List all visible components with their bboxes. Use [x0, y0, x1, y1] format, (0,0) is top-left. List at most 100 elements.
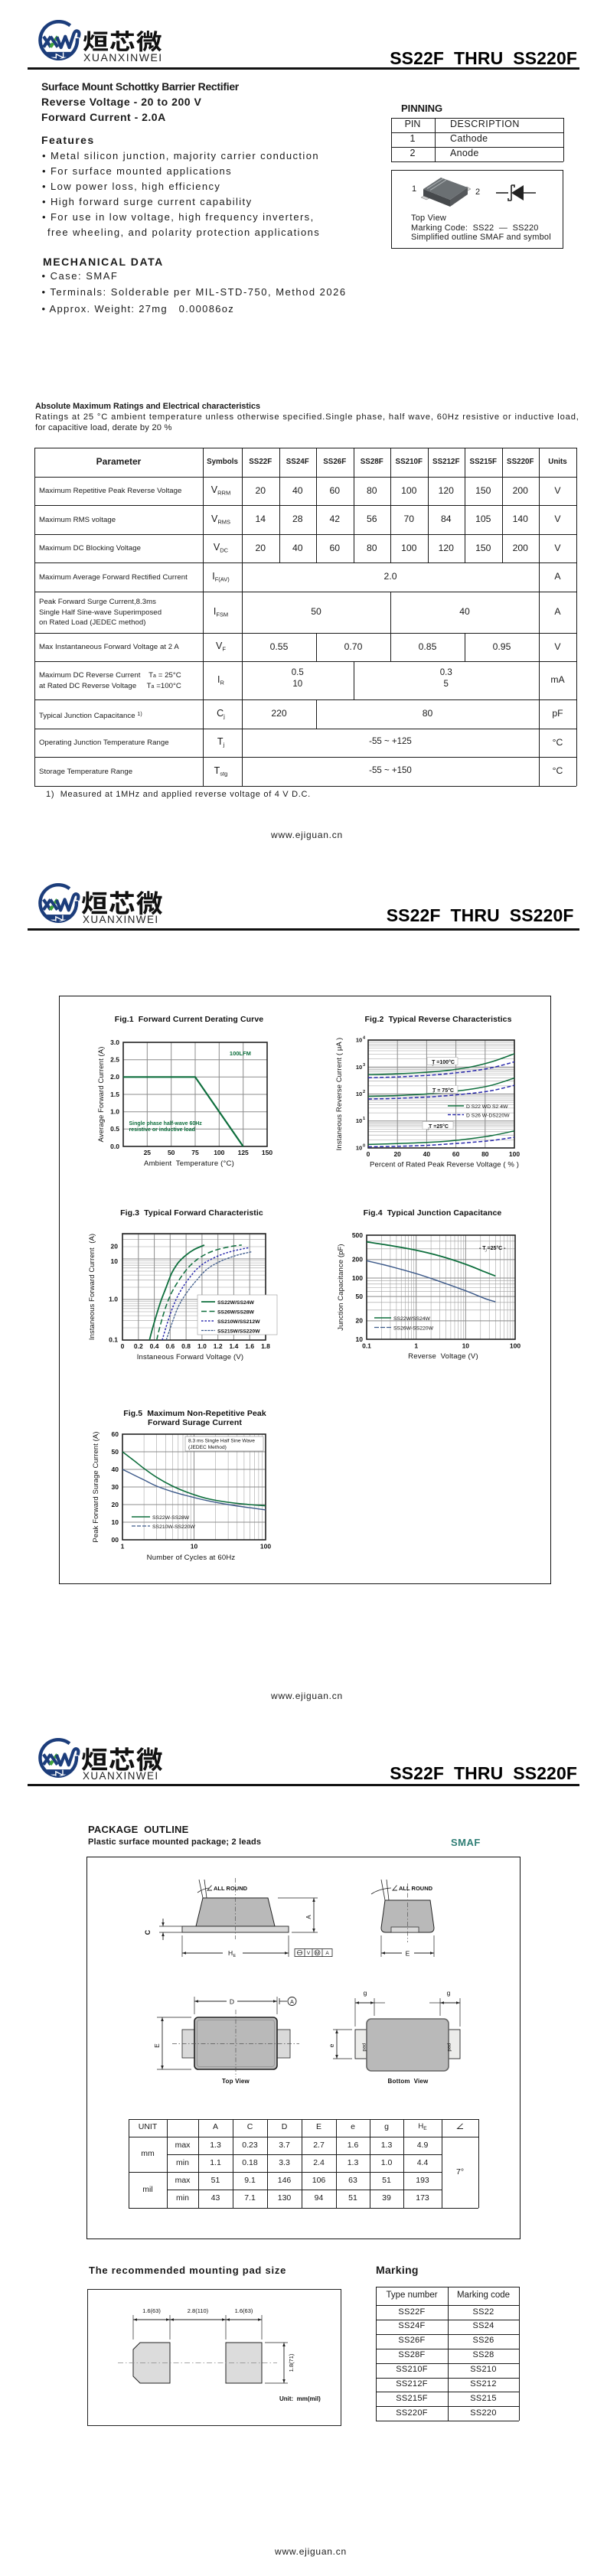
svg-text:J: J — [485, 1249, 487, 1253]
svg-text:20: 20 — [112, 1501, 119, 1508]
svg-text:M: M — [315, 1951, 319, 1956]
svg-text:100: 100 — [509, 1150, 520, 1158]
svg-text:1.4: 1.4 — [229, 1342, 238, 1350]
svg-text:g: g — [447, 1989, 451, 1997]
svg-text:E: E — [406, 1950, 410, 1958]
svg-text:Reverse Voltage (V): Reverse Voltage (V) — [408, 1352, 478, 1361]
svg-text:20: 20 — [356, 1317, 364, 1325]
svg-text:D: D — [230, 1998, 234, 2006]
svg-text:2: 2 — [363, 1090, 365, 1094]
svg-text:500: 500 — [352, 1231, 363, 1239]
svg-text:Forward Surage Current: Forward Surage Current — [148, 1418, 242, 1427]
svg-text:J: J — [427, 1127, 429, 1131]
svg-text:20: 20 — [393, 1150, 401, 1158]
svg-text:1.6(63): 1.6(63) — [235, 2307, 253, 2314]
svg-text:pad: pad — [362, 2043, 367, 2051]
svg-text:10: 10 — [356, 1091, 362, 1097]
svg-text:0.1: 0.1 — [362, 1342, 371, 1350]
svg-text:E: E — [233, 1954, 237, 1958]
svg-text:C: C — [144, 1929, 152, 1935]
svg-text:100: 100 — [352, 1274, 363, 1282]
svg-text:SS26W/SS28W: SS26W/SS28W — [217, 1309, 255, 1315]
svg-text:H: H — [228, 1949, 233, 1957]
svg-text:10: 10 — [111, 1257, 119, 1265]
svg-text:20: 20 — [111, 1243, 119, 1251]
svg-text:10: 10 — [112, 1518, 119, 1526]
svg-text:8.3 ms Single Half Sine Wave: 8.3 ms Single Half Sine Wave — [188, 1439, 255, 1444]
svg-text:10: 10 — [462, 1342, 470, 1350]
svg-text:Instaneous Reverse Current ( μ: Instaneous Reverse Current ( μA ) — [335, 1038, 344, 1151]
svg-text:J: J — [432, 1063, 433, 1067]
svg-text:0: 0 — [121, 1342, 125, 1350]
svg-text:00: 00 — [112, 1536, 119, 1544]
svg-text:Fig.3 Typical Forward Charact: Fig.3 Typical Forward Characteristic — [120, 1208, 263, 1218]
svg-text:T = 75°C: T = 75°C — [432, 1087, 454, 1094]
svg-text:0.1: 0.1 — [109, 1336, 118, 1344]
svg-text:60: 60 — [452, 1150, 460, 1158]
svg-text:ALL ROUND: ALL ROUND — [399, 1885, 433, 1892]
svg-text:SS210W-SS220W: SS210W-SS220W — [152, 1524, 195, 1530]
svg-text:50: 50 — [356, 1293, 364, 1300]
svg-text:A: A — [290, 2000, 294, 2005]
svg-text:1.6: 1.6 — [245, 1342, 254, 1350]
svg-text:A: A — [305, 1915, 312, 1919]
svg-text:0.0: 0.0 — [110, 1143, 119, 1150]
svg-text:SS26W-SS220W: SS26W-SS220W — [393, 1326, 434, 1332]
svg-text:2.5: 2.5 — [110, 1056, 119, 1064]
svg-text:g: g — [364, 1989, 367, 1997]
svg-text:A: A — [325, 1951, 329, 1956]
svg-text:(JEDEC Method): (JEDEC Method) — [188, 1445, 227, 1450]
svg-text:10: 10 — [356, 1145, 362, 1152]
svg-text:Average Forward Current (A): Average Forward Current (A) — [97, 1046, 106, 1142]
svg-text:0: 0 — [367, 1150, 370, 1158]
svg-text:1.8(71): 1.8(71) — [288, 2353, 295, 2372]
svg-text:e: e — [328, 2043, 335, 2047]
svg-text:0.6: 0.6 — [165, 1342, 175, 1350]
svg-text:1: 1 — [121, 1543, 125, 1550]
svg-text:ALL ROUND: ALL ROUND — [214, 1885, 248, 1892]
svg-text:- T =25°C -: - T =25°C - — [479, 1245, 506, 1251]
svg-text:T =100°C: T =100°C — [432, 1059, 455, 1065]
svg-text:Percent of Rated Peak Reverse: Percent of Rated Peak Reverse Voltage ( … — [370, 1161, 519, 1169]
svg-text:Bottom View: Bottom View — [388, 2078, 429, 2085]
svg-text:40: 40 — [112, 1466, 119, 1473]
svg-text:Fig.4 Typical Junction Capaci: Fig.4 Typical Junction Capacitance — [364, 1208, 502, 1218]
svg-text:J: J — [432, 1091, 433, 1095]
svg-text:Instaneous Forward Voltage (V): Instaneous Forward Voltage (V) — [137, 1353, 244, 1361]
svg-text:0.5: 0.5 — [110, 1125, 119, 1133]
svg-text:1: 1 — [414, 1342, 418, 1350]
svg-text:3.0: 3.0 — [110, 1039, 119, 1046]
svg-text:Top View: Top View — [222, 2078, 250, 2085]
svg-text:80: 80 — [481, 1150, 489, 1158]
svg-text:10: 10 — [356, 1064, 362, 1071]
svg-text:2.8(110): 2.8(110) — [188, 2307, 209, 2314]
svg-text:D S26 W-DS220W: D S26 W-DS220W — [466, 1114, 510, 1119]
svg-text:100: 100 — [214, 1149, 224, 1156]
svg-text:1.0: 1.0 — [197, 1342, 207, 1350]
svg-text:150: 150 — [262, 1149, 272, 1156]
svg-text:SS215W/SS220W: SS215W/SS220W — [217, 1329, 260, 1334]
svg-text:D S22 WD S2 4W: D S22 WD S2 4W — [466, 1104, 508, 1110]
svg-text:Peak Forward Surage Current (A: Peak Forward Surage Current (A) — [92, 1431, 100, 1542]
svg-text:Number of Cycles at 60Hz: Number of Cycles at 60Hz — [147, 1554, 236, 1562]
svg-text:SS22W/SS24W: SS22W/SS24W — [217, 1300, 255, 1306]
svg-text:40: 40 — [423, 1150, 431, 1158]
svg-text:30: 30 — [112, 1483, 119, 1491]
svg-text:125: 125 — [238, 1149, 249, 1156]
svg-text:resistive or inductive load: resistive or inductive load — [129, 1127, 195, 1133]
svg-text:Single phase half-wave 60Hz: Single phase half-wave 60Hz — [129, 1121, 203, 1127]
svg-text:T =25°C: T =25°C — [429, 1123, 449, 1130]
svg-text:Unit: mm(mil): Unit: mm(mil) — [279, 2395, 321, 2402]
svg-text:60: 60 — [112, 1430, 119, 1438]
svg-text:4: 4 — [363, 1036, 366, 1041]
svg-text:Instaneous Forward Current (A: Instaneous Forward Current (A) — [88, 1234, 96, 1340]
svg-text:10: 10 — [191, 1543, 198, 1550]
svg-text:50: 50 — [112, 1448, 119, 1456]
svg-text:Fig.5 Maximum Non-Repetitive: Fig.5 Maximum Non-Repetitive Peak — [123, 1409, 266, 1418]
svg-text:1.0: 1.0 — [110, 1108, 119, 1116]
svg-text:pad: pad — [447, 2043, 452, 2051]
svg-text:Ambient Temperature (°C): Ambient Temperature (°C) — [144, 1159, 234, 1168]
svg-text:25: 25 — [144, 1149, 152, 1156]
svg-text:100: 100 — [260, 1543, 271, 1550]
svg-text:0.2: 0.2 — [134, 1342, 143, 1350]
